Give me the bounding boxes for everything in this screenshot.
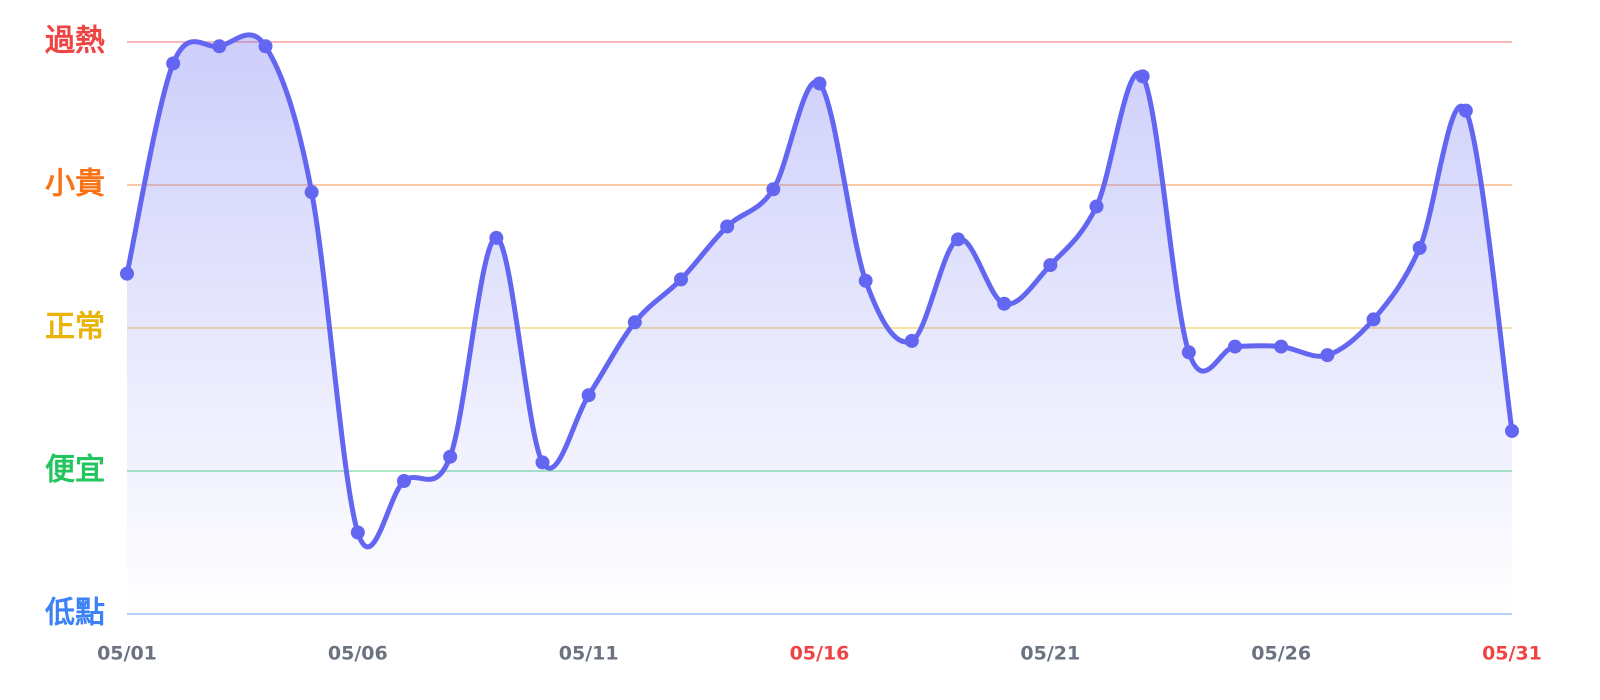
- point: [1135, 69, 1150, 84]
- y-tick-label: 低點: [44, 596, 105, 631]
- point: [1412, 240, 1427, 255]
- point: [581, 388, 596, 403]
- area: [127, 34, 1512, 614]
- point: [997, 296, 1012, 311]
- point: [120, 266, 134, 281]
- point: [1505, 423, 1519, 438]
- point: [535, 455, 550, 470]
- point: [951, 232, 965, 247]
- x-tick-label: 05/26: [1251, 643, 1311, 665]
- point: [904, 333, 919, 348]
- x-tick-label: 05/11: [559, 643, 619, 665]
- point: [397, 474, 411, 489]
- point: [1366, 312, 1381, 327]
- x-tick-label: 05/21: [1020, 643, 1080, 665]
- point: [443, 449, 458, 464]
- x-tick-label: 05/16: [790, 643, 850, 665]
- point: [766, 182, 781, 197]
- point: [212, 39, 227, 54]
- point: [1043, 258, 1058, 273]
- x-tick-label: 05/31: [1482, 643, 1542, 665]
- point: [627, 315, 642, 330]
- point: [1181, 345, 1196, 360]
- point: [1274, 339, 1289, 354]
- y-tick-label: 正常: [45, 310, 105, 345]
- point: [258, 39, 273, 54]
- point: [1320, 348, 1335, 363]
- point: [858, 273, 873, 288]
- point: [1089, 199, 1104, 214]
- y-tick-label: 過熱: [45, 24, 105, 59]
- point: [720, 219, 735, 234]
- point: [489, 230, 504, 245]
- point: [674, 272, 688, 287]
- point: [812, 76, 827, 91]
- point: [1458, 103, 1473, 118]
- x-tick-label: 05/01: [97, 643, 157, 665]
- point: [304, 185, 319, 200]
- y-tick-label: 便宜: [45, 453, 105, 488]
- point: [166, 56, 181, 71]
- point: [350, 525, 365, 540]
- point: [1228, 339, 1242, 354]
- y-tick-label: 小貴: [45, 167, 105, 202]
- x-tick-label: 05/06: [328, 643, 388, 665]
